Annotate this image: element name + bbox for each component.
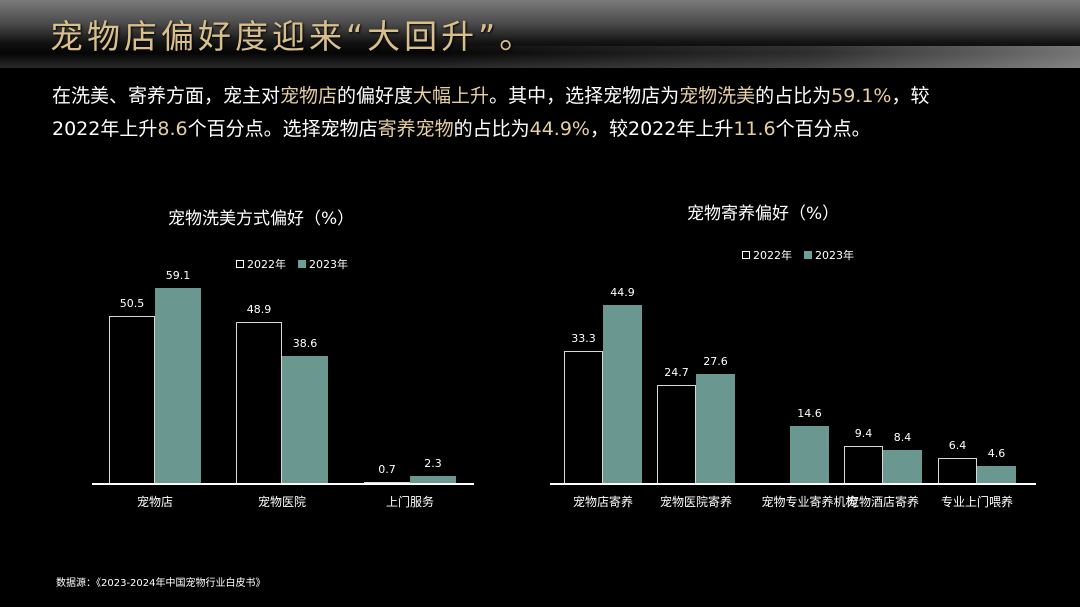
legend-swatch-2022 — [236, 260, 244, 268]
data-label: 4.6 — [987, 446, 1006, 460]
category-label: 专业上门喂养 — [940, 495, 1013, 509]
highlight-text: 59.1% — [831, 85, 892, 107]
highlight-text: 44.9% — [529, 118, 590, 140]
bar-2022 — [236, 321, 282, 484]
summary-text-segment: 的偏好度 — [337, 85, 414, 107]
category-label: 宠物专业寄养机构 — [761, 495, 858, 509]
data-source-note: 数据源：《2023-2024年中国宠物行业白皮书》 — [56, 578, 266, 589]
bar-2023 — [410, 476, 456, 484]
summary-text: 在洗美、寄养方面，宠主对宠物店的偏好度大幅上升。其中，选择宠物店为宠物洗美的占比… — [52, 80, 1052, 146]
category-label: 宠物店寄养 — [572, 495, 633, 509]
summary-text-segment: 个百分点。选择宠物店 — [187, 118, 378, 140]
bar-2023 — [603, 304, 642, 484]
bar-2022 — [938, 458, 977, 484]
data-label: 44.9 — [610, 285, 635, 299]
highlight-text: 11.6 — [733, 118, 776, 140]
summary-text-segment: 2022年上升 — [52, 118, 158, 140]
summary-text-segment: ，较 — [891, 85, 930, 107]
legend-swatch-2022 — [742, 251, 750, 259]
summary-text-segment: 的占比为 — [453, 118, 530, 140]
highlight-text: 大幅上升 — [413, 85, 490, 107]
data-label: 38.6 — [292, 336, 318, 350]
category-label: 宠物医院 — [257, 495, 306, 509]
bar-2023 — [883, 450, 922, 484]
highlight-text: 宠物店 — [280, 85, 338, 107]
highlight-text: 寄养宠物 — [377, 118, 454, 140]
chart-title: 宠物洗美方式偏好（%） — [168, 209, 355, 229]
data-label: 48.9 — [246, 302, 272, 316]
bar-2022 — [364, 481, 410, 484]
page-title: 宠物店偏好度迎来“大回升”。 — [50, 17, 537, 56]
legend-label-2022: 2022年 — [247, 258, 286, 271]
data-label: 14.6 — [797, 406, 822, 420]
summary-text-segment: ，较2022年上升 — [589, 118, 734, 140]
category-label: 上门服务 — [385, 495, 434, 509]
bar-2022 — [844, 446, 883, 484]
chart-title: 宠物寄养偏好（%） — [687, 204, 840, 224]
data-label: 50.5 — [119, 297, 145, 311]
x-axis-line — [550, 483, 1036, 485]
highlight-text: 宠物洗美 — [679, 85, 756, 107]
bar-2023 — [696, 373, 735, 484]
bar-2023 — [155, 287, 201, 484]
highlight-text: 8.6 — [157, 118, 188, 140]
data-label: 2.3 — [424, 457, 442, 471]
legend-label-2022: 2022年 — [753, 249, 792, 262]
data-label: 0.7 — [378, 462, 396, 476]
data-label: 6.4 — [948, 439, 967, 453]
data-label: 59.1 — [165, 268, 191, 282]
bar-2022 — [109, 316, 155, 484]
legend-label-2023: 2023年 — [309, 258, 348, 271]
legend-swatch-2023 — [298, 260, 306, 268]
x-axis-line — [92, 483, 474, 485]
chart-legend: 2022年 2023年 — [742, 247, 854, 263]
data-label: 24.7 — [664, 366, 689, 380]
data-label: 9.4 — [854, 427, 873, 441]
category-label: 宠物酒店寄养 — [846, 495, 919, 509]
category-label: 宠物医院寄养 — [659, 495, 732, 509]
summary-line-2: 2022年上升8.6个百分点。选择宠物店寄养宠物的占比为44.9%，较2022年… — [52, 113, 1052, 146]
legend-swatch-2023 — [804, 251, 812, 259]
summary-text-segment: 。其中，选择宠物店为 — [489, 85, 680, 107]
summary-text-segment: 个百分点。 — [775, 118, 871, 140]
chart-legend: 2022年 2023年 — [236, 256, 348, 272]
legend-label-2023: 2023年 — [815, 249, 854, 262]
data-label: 8.4 — [893, 431, 912, 445]
bar-2023 — [282, 355, 328, 484]
data-label: 27.6 — [703, 354, 728, 368]
bar-2022 — [657, 385, 696, 484]
bar-2022 — [564, 351, 603, 484]
summary-text-segment: 的占比为 — [755, 85, 832, 107]
summary-line-1: 在洗美、寄养方面，宠主对宠物店的偏好度大幅上升。其中，选择宠物店为宠物洗美的占比… — [52, 80, 1052, 113]
category-label: 宠物店 — [136, 495, 173, 509]
title-banner — [0, 0, 1080, 68]
data-label: 33.3 — [571, 332, 596, 346]
bar-2023 — [790, 425, 829, 484]
bar-2023 — [977, 465, 1016, 484]
summary-text-segment: 在洗美、寄养方面，宠主对 — [52, 85, 281, 107]
